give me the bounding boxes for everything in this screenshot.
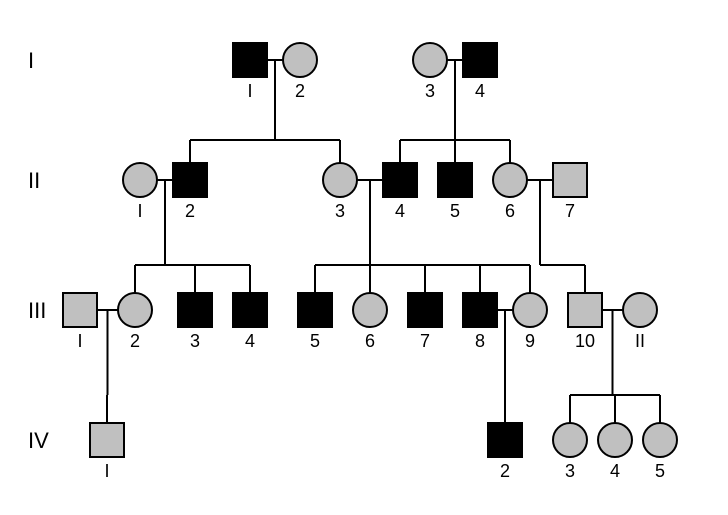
individual-number: I — [77, 331, 82, 351]
pedigree-male — [173, 163, 207, 197]
individual-number: 3 — [335, 201, 345, 221]
pedigree-female — [413, 43, 447, 77]
pedigree-male — [233, 43, 267, 77]
pedigree-male — [463, 43, 497, 77]
pedigree-diagram: IIIIIIIVI234I234567I2345678910III2345 — [0, 0, 728, 515]
pedigree-female — [623, 293, 657, 327]
individual-number: I — [247, 81, 252, 101]
pedigree-female — [598, 423, 632, 457]
individual-number: 7 — [420, 331, 430, 351]
pedigree-female — [513, 293, 547, 327]
individual-number: 2 — [295, 81, 305, 101]
pedigree-male — [383, 163, 417, 197]
individual-number: 4 — [610, 461, 620, 481]
individual-number: 7 — [565, 201, 575, 221]
pedigree-male — [90, 423, 124, 457]
pedigree-female — [643, 423, 677, 457]
individual-number: I — [137, 201, 142, 221]
pedigree-female — [323, 163, 357, 197]
individual-number: 4 — [245, 331, 255, 351]
individual-number: 3 — [565, 461, 575, 481]
individual-number: 9 — [525, 331, 535, 351]
individual-number: 3 — [425, 81, 435, 101]
generation-label: IV — [28, 428, 49, 453]
individual-number: 4 — [475, 81, 485, 101]
pedigree-female — [553, 423, 587, 457]
individual-number: 2 — [185, 201, 195, 221]
pedigree-male — [233, 293, 267, 327]
individual-number: 3 — [190, 331, 200, 351]
individual-number: 10 — [575, 331, 595, 351]
pedigree-male — [463, 293, 497, 327]
pedigree-female — [493, 163, 527, 197]
pedigree-male — [178, 293, 212, 327]
pedigree-female — [123, 163, 157, 197]
generation-label: III — [28, 298, 46, 323]
individual-number: 4 — [395, 201, 405, 221]
individual-number: 6 — [505, 201, 515, 221]
pedigree-male — [568, 293, 602, 327]
pedigree-female — [118, 293, 152, 327]
individual-number: I — [104, 461, 109, 481]
generation-label: I — [28, 48, 34, 73]
individual-number: 5 — [310, 331, 320, 351]
individual-number: 2 — [500, 461, 510, 481]
pedigree-male — [63, 293, 97, 327]
individual-number: 2 — [130, 331, 140, 351]
pedigree-male — [408, 293, 442, 327]
pedigree-female — [283, 43, 317, 77]
pedigree-male — [298, 293, 332, 327]
individual-number: 8 — [475, 331, 485, 351]
generation-label: II — [28, 168, 40, 193]
individual-number: 6 — [365, 331, 375, 351]
individual-number: 5 — [655, 461, 665, 481]
pedigree-female — [353, 293, 387, 327]
individual-number: 5 — [450, 201, 460, 221]
pedigree-male — [553, 163, 587, 197]
pedigree-male — [488, 423, 522, 457]
pedigree-male — [438, 163, 472, 197]
individual-number: II — [635, 331, 645, 351]
